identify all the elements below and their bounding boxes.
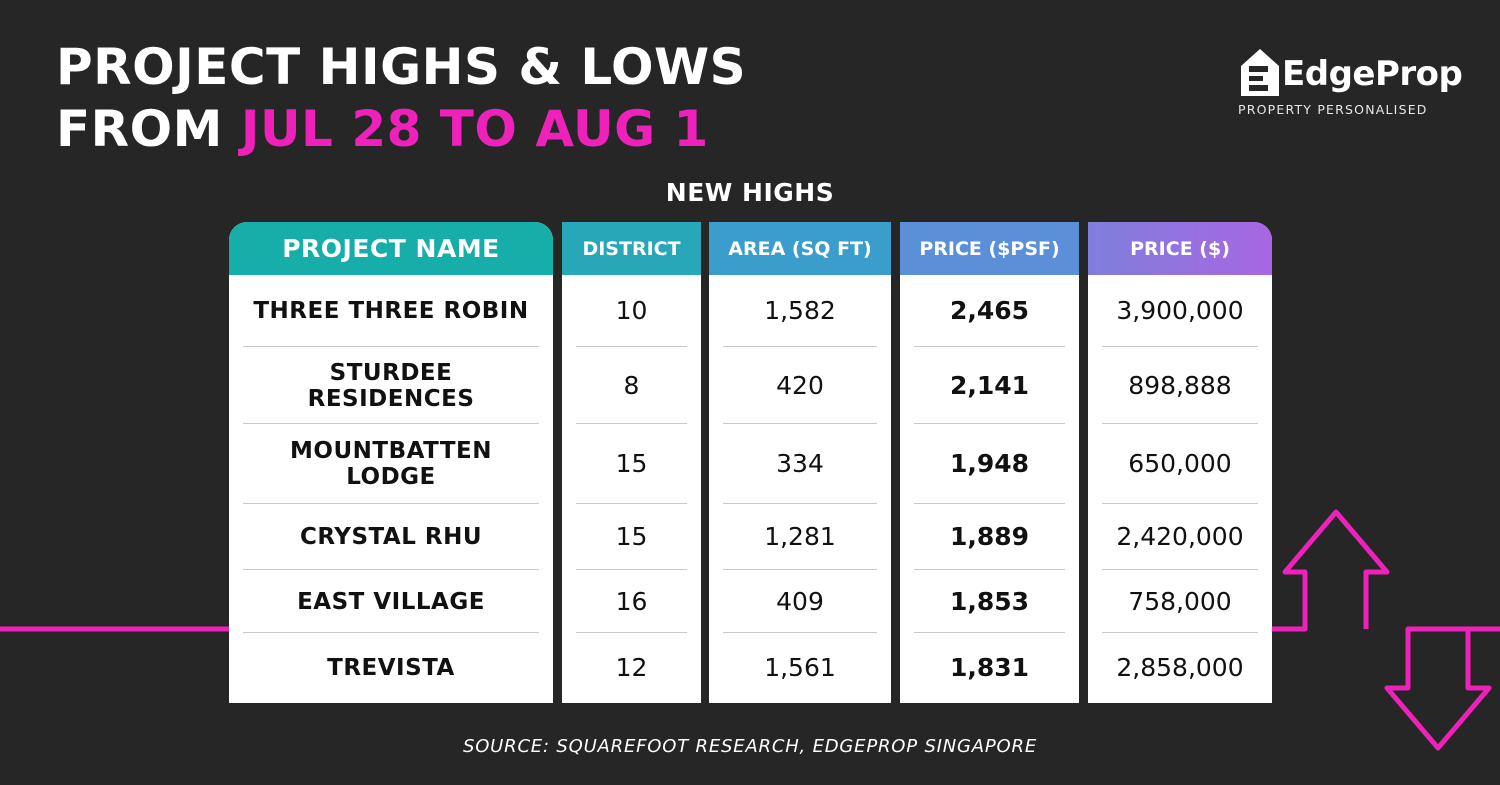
header-price: PRICE ($) (1088, 222, 1272, 275)
source-credit: SOURCE: SQUAREFOOT RESEARCH, EDGEPROP SI… (462, 736, 1038, 757)
up-arrow-icon (1272, 509, 1390, 632)
section-title: NEW HIGHS (665, 178, 835, 207)
logo-wordmark: EdgeProp (1282, 54, 1463, 94)
cell-project: CRYSTAL RHU (229, 504, 553, 570)
edgeprop-house-icon (1241, 49, 1279, 96)
cell-price: 650,000 (1088, 424, 1272, 504)
cell-project: MOUNTBATTEN LODGE (229, 424, 553, 504)
header-area: AREA (SQ FT) (709, 222, 891, 275)
cell-area: 334 (709, 424, 891, 504)
cell-area: 1,561 (764, 653, 836, 682)
edgeprop-logo: EdgeProp PROPERTY PERSONALISED (1238, 44, 1463, 124)
cell-district: 16 (562, 570, 701, 633)
cell-price: 3,900,000 (1088, 275, 1272, 347)
cell-project: EAST VILLAGE (229, 570, 553, 633)
cell-district: 12 (615, 653, 648, 682)
column-project-name: PROJECT NAME THREE THREE ROBIN STURDEE R… (229, 222, 553, 703)
cell-price: 2,858,000 (1116, 653, 1244, 682)
logo-tagline: PROPERTY PERSONALISED (1238, 102, 1428, 117)
cell-price-psf: 1,948 (900, 424, 1079, 504)
down-arrow-icon (1384, 626, 1500, 751)
title-prefix: FROM (56, 100, 223, 158)
cell-district: 15 (562, 424, 701, 504)
cell-project: STURDEE RESIDENCES (229, 347, 553, 424)
header-project-name: PROJECT NAME (229, 222, 553, 275)
cell-area: 409 (709, 570, 891, 633)
cell-area: 1,281 (709, 504, 891, 570)
cell-price-psf: 1,889 (900, 504, 1079, 570)
cell-area: 420 (709, 347, 891, 424)
cell-price: 758,000 (1088, 570, 1272, 633)
column-area: AREA (SQ FT) 1,582 420 334 1,281 409 1,5… (709, 222, 891, 703)
page-title: PROJECT HIGHS & LOWS FROM JUL 28 TO AUG … (56, 36, 746, 160)
cell-price-psf: 1,853 (900, 570, 1079, 633)
cell-district: 15 (562, 504, 701, 570)
title-line-1: PROJECT HIGHS & LOWS (56, 38, 747, 96)
cell-price: 898,888 (1088, 347, 1272, 424)
column-price-psf: PRICE ($PSF) 2,465 2,141 1,948 1,889 1,8… (900, 222, 1079, 703)
cell-project: THREE THREE ROBIN (229, 275, 553, 347)
cell-project: TREVISTA (327, 655, 455, 681)
column-price: PRICE ($) 3,900,000 898,888 650,000 2,42… (1088, 222, 1272, 703)
cell-district: 10 (562, 275, 701, 347)
header-district: DISTRICT (562, 222, 701, 275)
column-district: DISTRICT 10 8 15 15 16 12 (562, 222, 701, 703)
cell-area: 1,582 (709, 275, 891, 347)
cell-price-psf: 2,465 (900, 275, 1079, 347)
title-date-range: JUL 28 TO AUG 1 (240, 100, 709, 158)
cell-price: 2,420,000 (1088, 504, 1272, 570)
title-line-2: FROM JUL 28 TO AUG 1 (56, 98, 746, 160)
down-arrow-outline (1336, 629, 1387, 688)
header-price-psf: PRICE ($PSF) (900, 222, 1079, 275)
cell-price-psf: 1,831 (949, 653, 1030, 682)
cell-district: 8 (562, 347, 701, 424)
cell-price-psf: 2,141 (900, 347, 1079, 424)
